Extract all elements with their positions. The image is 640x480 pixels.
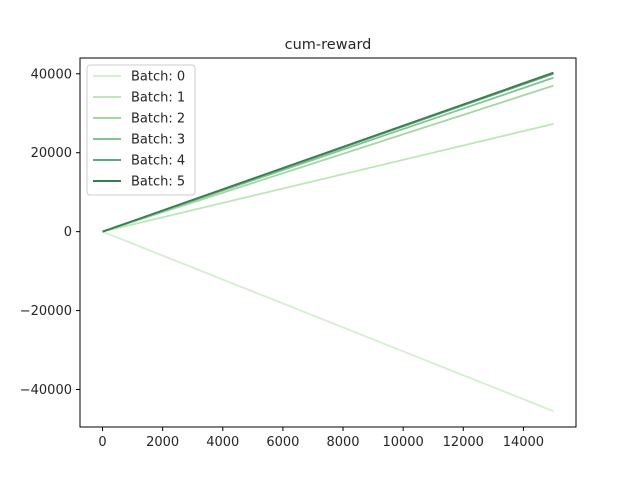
legend-label-batch-0: Batch: 0 xyxy=(131,70,185,85)
legend: Batch: 0 Batch: 1 Batch: 2 Batch: 3 Batch: 4… xyxy=(86,64,196,196)
series-layer xyxy=(102,71,554,413)
legend-label-batch-3: Batch: 3 xyxy=(131,133,185,148)
y-tick-label: 40000 xyxy=(31,67,72,82)
series-line-batch-5 xyxy=(102,71,554,233)
legend-label-batch-5: Batch: 5 xyxy=(131,175,185,190)
x-tick-label: 2000 xyxy=(146,435,179,450)
x-tick-label: 12000 xyxy=(443,435,484,450)
series-line-batch-1 xyxy=(102,123,554,233)
chart-title: cum-reward xyxy=(285,37,372,53)
x-tick-label: 4000 xyxy=(206,435,239,450)
legend-label-batch-4: Batch: 4 xyxy=(131,154,185,169)
x-tick-label: 10000 xyxy=(382,435,423,450)
x-tick-label: 0 xyxy=(98,435,106,450)
y-axis: −40000 −20000 0 20000 40000 xyxy=(20,67,80,398)
legend-label-batch-1: Batch: 1 xyxy=(131,91,185,106)
y-tick-label: −40000 xyxy=(20,383,72,398)
x-tick-label: 14000 xyxy=(503,435,544,450)
y-tick-label: 0 xyxy=(64,225,72,240)
x-tick-label: 6000 xyxy=(266,435,299,450)
x-axis: 0 2000 4000 6000 8000 10000 12000 14000 xyxy=(98,427,544,450)
series-line-batch-0 xyxy=(102,230,554,413)
x-tick-label: 8000 xyxy=(326,435,359,450)
series-line-batch-2 xyxy=(102,84,554,233)
y-tick-label: 20000 xyxy=(31,146,72,161)
plot-frame xyxy=(79,57,577,428)
y-tick-label: −20000 xyxy=(20,304,72,319)
legend-label-batch-2: Batch: 2 xyxy=(131,112,185,127)
